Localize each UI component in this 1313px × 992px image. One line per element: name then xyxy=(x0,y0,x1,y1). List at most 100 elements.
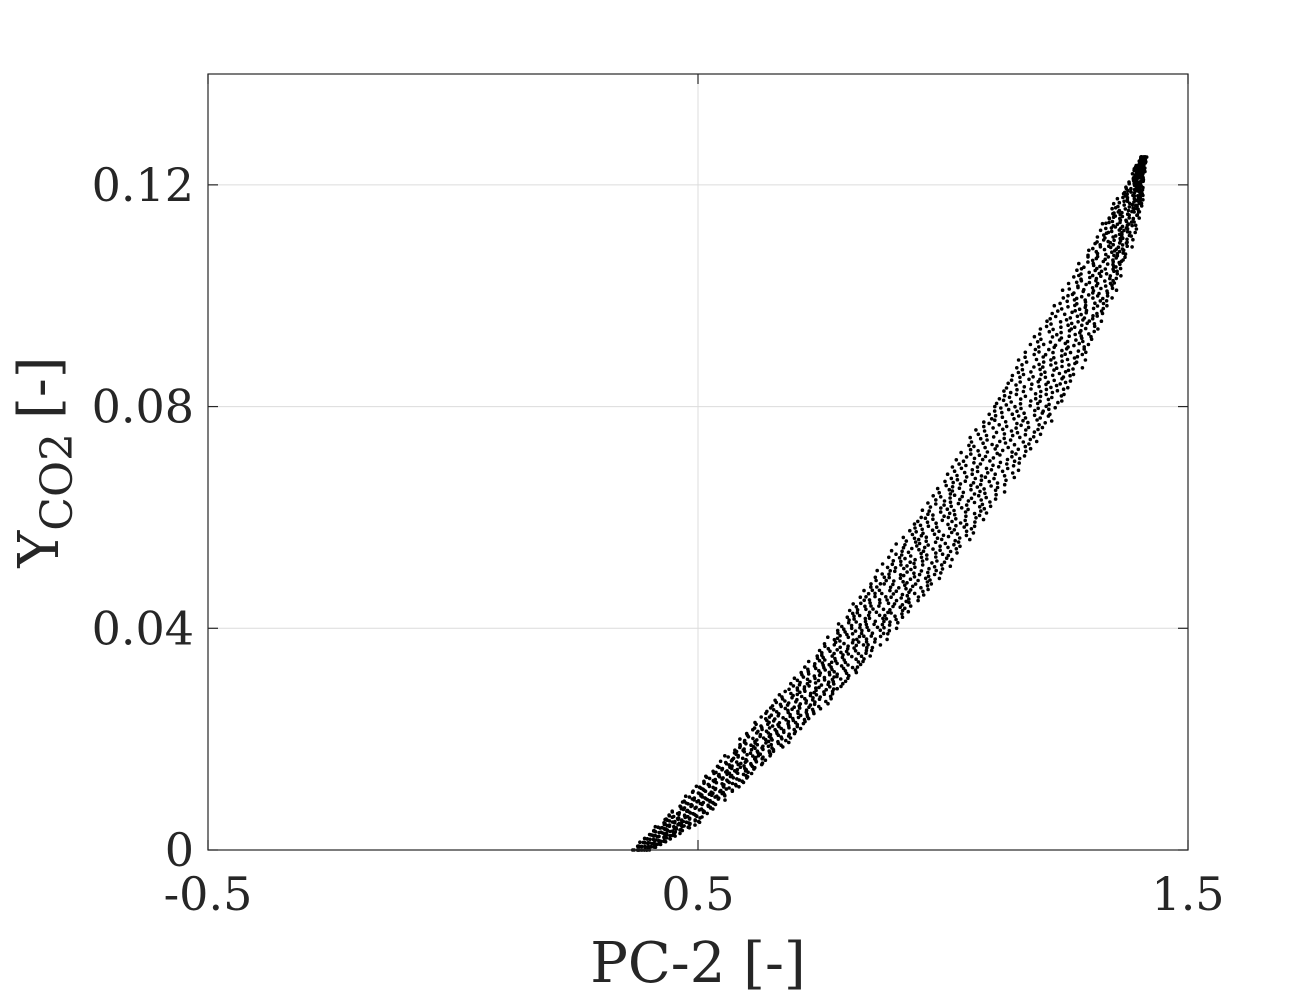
data-point xyxy=(950,557,954,562)
data-point xyxy=(917,547,921,552)
data-point xyxy=(662,836,667,841)
data-point xyxy=(1050,373,1055,378)
data-point xyxy=(1022,454,1027,458)
data-point xyxy=(972,461,976,465)
data-point xyxy=(1127,180,1131,184)
data-point xyxy=(1118,216,1122,221)
data-point xyxy=(903,543,907,547)
data-point xyxy=(870,631,875,635)
data-point xyxy=(993,488,998,493)
data-point xyxy=(854,643,859,648)
data-point xyxy=(792,731,797,736)
data-point xyxy=(730,781,735,786)
data-point xyxy=(746,770,750,774)
data-point xyxy=(853,649,858,653)
data-point xyxy=(1004,403,1009,407)
data-point xyxy=(728,774,733,779)
data-point xyxy=(950,519,954,524)
data-point xyxy=(900,612,904,616)
data-point xyxy=(788,714,792,719)
data-point xyxy=(875,625,880,630)
data-point xyxy=(943,479,947,484)
data-point xyxy=(1063,352,1067,357)
data-point xyxy=(935,486,940,491)
data-point xyxy=(993,472,997,477)
x-tick-label: 1.5 xyxy=(1151,867,1224,921)
data-point xyxy=(827,672,832,677)
data-point xyxy=(988,500,992,504)
data-point xyxy=(952,493,957,498)
data-point xyxy=(749,771,754,776)
data-point xyxy=(846,620,851,625)
data-point xyxy=(931,494,935,498)
data-point xyxy=(941,533,946,538)
data-point xyxy=(1050,335,1055,339)
data-point xyxy=(1103,257,1107,262)
data-point xyxy=(1033,396,1038,401)
data-point xyxy=(1075,302,1079,306)
data-point xyxy=(1060,399,1064,403)
data-point xyxy=(1137,169,1141,174)
data-point xyxy=(693,823,697,827)
data-point xyxy=(1037,362,1041,367)
data-point xyxy=(854,620,858,624)
data-point xyxy=(653,845,658,849)
data-point xyxy=(878,643,883,647)
data-point xyxy=(742,750,747,754)
data-point xyxy=(803,689,807,693)
data-point xyxy=(928,578,932,582)
data-point xyxy=(1062,312,1067,317)
data-point xyxy=(832,643,837,647)
data-point xyxy=(893,566,898,570)
data-point xyxy=(880,562,885,566)
data-point xyxy=(1122,190,1127,195)
data-point xyxy=(1095,266,1099,271)
data-point xyxy=(1084,350,1088,355)
data-point xyxy=(969,487,973,492)
data-point xyxy=(1039,389,1043,394)
data-point xyxy=(767,715,772,719)
data-point xyxy=(899,559,903,564)
data-point xyxy=(1120,232,1124,237)
data-point xyxy=(861,643,866,647)
data-point xyxy=(932,532,937,536)
data-point xyxy=(1110,219,1115,224)
data-point xyxy=(977,505,982,509)
data-point xyxy=(889,611,893,615)
data-point xyxy=(749,747,754,752)
data-point xyxy=(873,637,877,641)
data-point xyxy=(896,620,900,625)
data-point xyxy=(1061,375,1066,379)
data-point xyxy=(867,598,872,602)
data-point xyxy=(1058,301,1062,306)
data-point xyxy=(979,474,984,478)
data-point xyxy=(1139,204,1144,208)
data-point xyxy=(817,673,822,678)
data-point xyxy=(954,547,959,551)
data-point xyxy=(891,582,895,587)
data-point xyxy=(959,450,963,455)
data-point xyxy=(774,700,779,705)
data-point xyxy=(881,607,886,612)
data-point xyxy=(962,525,966,529)
data-point xyxy=(720,777,724,781)
data-point xyxy=(1113,234,1118,238)
data-point xyxy=(854,605,859,609)
data-point xyxy=(905,593,910,598)
data-point xyxy=(1016,414,1021,418)
data-point xyxy=(877,604,881,608)
data-point xyxy=(1018,375,1022,380)
data-point xyxy=(724,787,729,791)
data-point xyxy=(908,560,912,564)
data-point xyxy=(974,428,978,432)
data-point xyxy=(1100,311,1105,316)
data-point xyxy=(1032,430,1037,434)
data-point xyxy=(1112,238,1116,243)
data-point xyxy=(908,604,913,608)
data-point xyxy=(961,490,966,495)
data-point xyxy=(1118,266,1123,271)
data-point xyxy=(1116,245,1121,249)
data-point xyxy=(946,515,951,520)
data-point xyxy=(990,442,994,447)
data-point xyxy=(855,610,860,615)
